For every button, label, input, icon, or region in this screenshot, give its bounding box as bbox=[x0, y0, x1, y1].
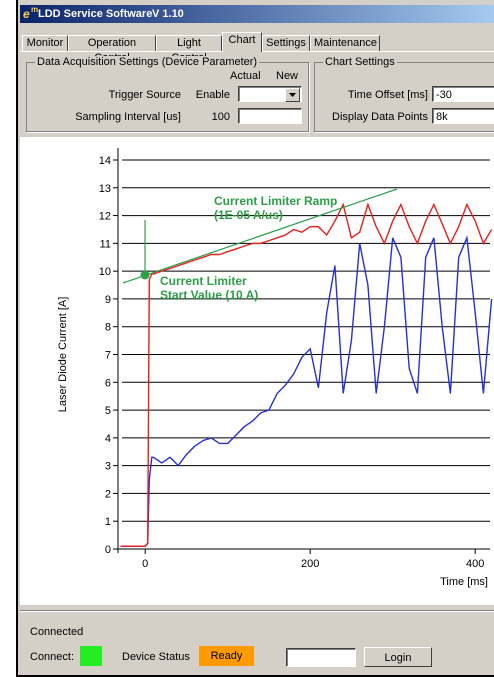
password-input[interactable] bbox=[286, 648, 356, 667]
group-title: Chart Settings bbox=[323, 56, 397, 68]
tab-selected[interactable]: Chart bbox=[222, 32, 262, 52]
y-tick-label: 5 bbox=[105, 405, 111, 417]
y-tick-label: 13 bbox=[99, 183, 111, 195]
annotation: Current Limiter bbox=[160, 274, 247, 288]
text-input[interactable]: 8k bbox=[432, 108, 494, 124]
tab[interactable]: Settings bbox=[262, 35, 310, 51]
y-tick-label: 3 bbox=[105, 461, 111, 473]
device-status: Ready bbox=[199, 646, 254, 666]
annotation: (1E-05 A/us) bbox=[214, 208, 283, 222]
device-status-label: Device Status bbox=[122, 651, 190, 663]
chart-settings-group: Chart Settings bbox=[314, 56, 494, 132]
group-title: Data Acquisition Settings (Device Parame… bbox=[35, 56, 260, 68]
acquisition-group: Data Acquisition Settings (Device Parame… bbox=[26, 56, 309, 132]
window-title: LDD Service Software bbox=[38, 8, 153, 20]
text-input[interactable] bbox=[238, 108, 302, 124]
y-tick-label: 2 bbox=[105, 488, 111, 500]
actual-value: Enable bbox=[195, 89, 230, 101]
series-line bbox=[120, 235, 493, 547]
field-label: Trigger Source bbox=[108, 89, 181, 101]
y-tick-label: 1 bbox=[105, 516, 111, 528]
y-tick-label: 4 bbox=[105, 433, 111, 445]
connection-status: Connected bbox=[30, 626, 84, 638]
start-marker bbox=[140, 270, 150, 280]
app-window: e m LDD Service Software V 1.10 Monitor … bbox=[16, 0, 494, 677]
ramp-line bbox=[122, 188, 398, 284]
field-label: Sampling Interval [us] bbox=[75, 111, 181, 123]
y-tick-label: 11 bbox=[100, 238, 111, 250]
series-line bbox=[120, 202, 493, 547]
x-tick-label: 200 bbox=[301, 558, 319, 570]
y-tick-label: 10 bbox=[99, 266, 111, 278]
y-tick-label: 9 bbox=[105, 294, 111, 306]
annotation: Start Value (10 A) bbox=[160, 288, 258, 302]
x-axis-label: Time [ms] bbox=[440, 576, 488, 588]
y-tick-label: 6 bbox=[105, 377, 111, 389]
column-header: New bbox=[276, 70, 299, 82]
tab[interactable]: Monitor bbox=[22, 35, 68, 51]
tab[interactable]: Maintenance bbox=[310, 35, 380, 51]
column-header: Actual bbox=[230, 70, 261, 82]
tab[interactable]: Operation Control bbox=[68, 35, 156, 64]
x-tick-label: 400 bbox=[466, 558, 484, 570]
y-axis-label: Laser Diode Current [A] bbox=[57, 297, 69, 413]
logo: e bbox=[23, 7, 30, 21]
connect-indicator bbox=[80, 646, 102, 666]
login-button[interactable]: Login bbox=[364, 647, 432, 667]
dropdown-arrow bbox=[289, 93, 296, 97]
window-version: V 1.10 bbox=[152, 8, 184, 20]
annotation: Current Limiter Ramp bbox=[214, 194, 337, 208]
field-label: Display Data Points bbox=[332, 111, 428, 123]
separator bbox=[20, 610, 494, 612]
x-tick-label: 0 bbox=[142, 558, 148, 570]
title-bar: e m LDD Service Software V 1.10 bbox=[20, 5, 494, 23]
field-label: Time Offset [ms] bbox=[347, 89, 428, 101]
dropdown-button[interactable] bbox=[285, 88, 300, 102]
y-tick-label: 12 bbox=[99, 211, 111, 223]
connect-label: Connect: bbox=[30, 651, 75, 663]
tab[interactable]: Light Control bbox=[156, 35, 222, 64]
y-tick-label: 7 bbox=[105, 350, 111, 362]
y-tick-label: 14 bbox=[99, 155, 111, 167]
logo-sup: m bbox=[31, 5, 39, 14]
text-input[interactable]: -30 bbox=[432, 86, 494, 102]
chart-panel bbox=[20, 137, 494, 605]
y-tick-label: 8 bbox=[105, 322, 111, 334]
actual-value: 100 bbox=[211, 111, 230, 123]
combo-box[interactable] bbox=[238, 86, 302, 102]
y-tick-label: 0 bbox=[105, 544, 111, 556]
